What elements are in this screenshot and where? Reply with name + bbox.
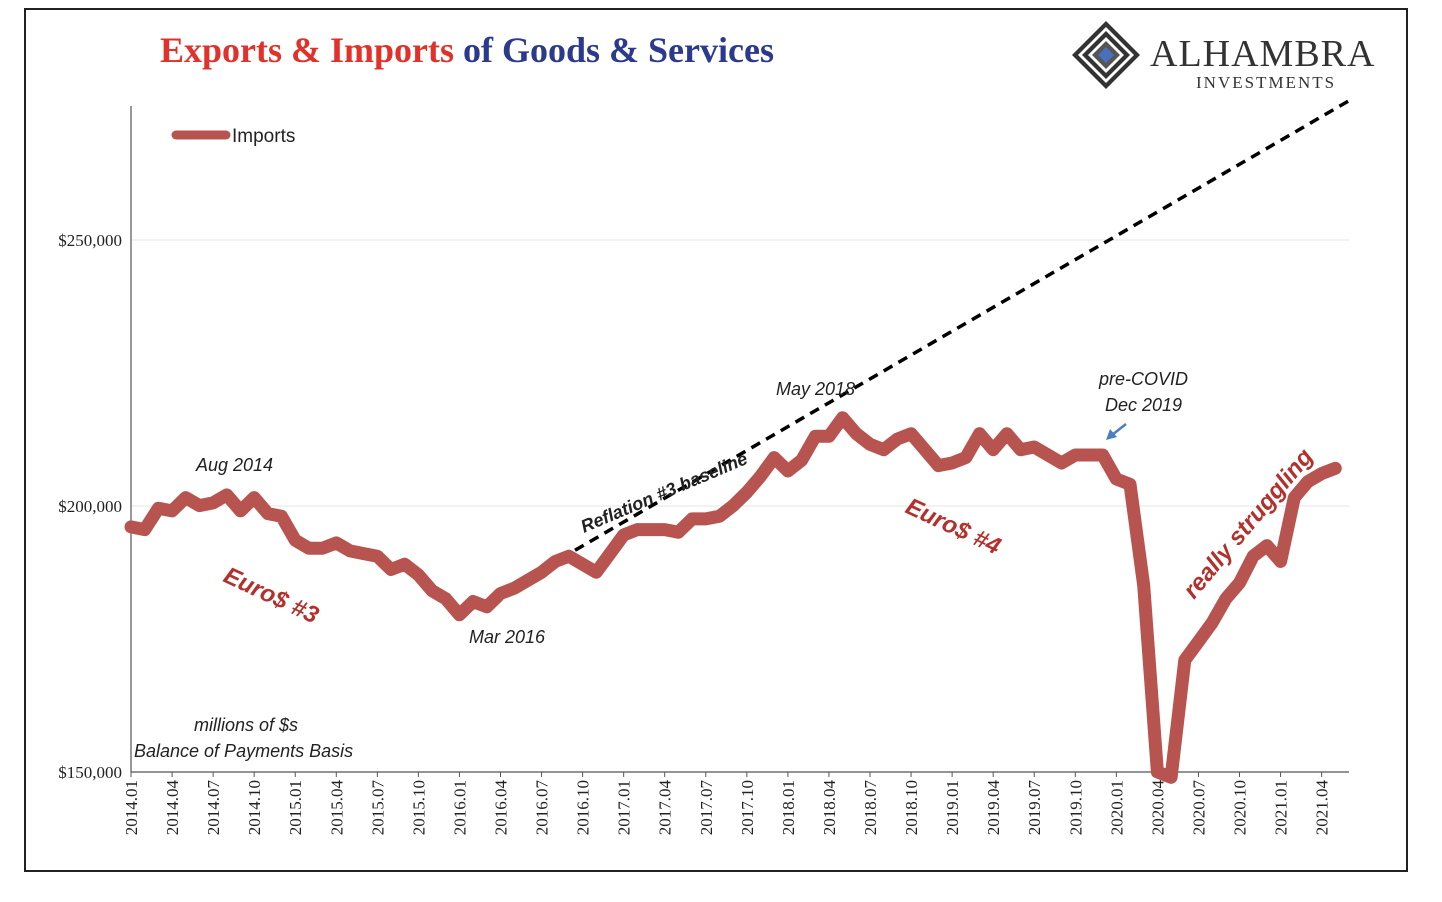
x-tick-label: 2017.10	[738, 780, 757, 835]
annotation-may-2018: May 2018	[776, 379, 855, 399]
annotation-pre-covid: pre-COVID	[1098, 369, 1188, 389]
x-tick-label: 2021.01	[1272, 780, 1291, 835]
y-tick-labels: $150,000 $200,000 $250,000	[58, 231, 122, 782]
x-tick-label: 2015.07	[368, 780, 387, 836]
x-tick-label: 2019.10	[1066, 780, 1085, 835]
reflation-baseline-line	[485, 99, 1350, 604]
annotation-basis: Balance of Payments Basis	[134, 741, 353, 761]
y-tick-label-200000: $200,000	[58, 497, 122, 516]
chart-title: Exports & Imports of Goods & Services	[160, 30, 774, 70]
annotation-mar-2016: Mar 2016	[469, 627, 546, 647]
x-tick-label: 2015.10	[409, 780, 428, 835]
x-tick-label: 2017.01	[615, 780, 634, 835]
annotation-units: millions of $s	[194, 715, 298, 735]
annotation-euro-3: Euro$ #3	[219, 562, 323, 630]
logo-main-text: ALHAMBRA	[1150, 33, 1375, 75]
x-tick-label: 2017.04	[656, 780, 675, 836]
logo-diamond-icon	[1072, 21, 1140, 89]
x-tick-label: 2015.01	[286, 780, 305, 835]
imports-chart: Exports & Imports of Goods & Services AL…	[58, 21, 1375, 835]
x-tick-label: 2016.01	[450, 780, 469, 835]
alhambra-logo: ALHAMBRA INVESTMENTS	[1072, 21, 1375, 92]
arrow-icon	[1106, 423, 1127, 440]
x-tick-label: 2018.01	[779, 780, 798, 835]
x-tick-label: 2016.07	[533, 780, 552, 836]
x-tick-label: 2014.07	[204, 780, 223, 836]
chart-frame: Exports & Imports of Goods & Services AL…	[24, 8, 1408, 872]
x-tick-label: 2016.04	[492, 780, 511, 836]
annotation-euro-4: Euro$ #4	[901, 493, 1004, 560]
x-tick-label: 2021.04	[1313, 780, 1332, 836]
title-part-goods-services: of Goods & Services	[454, 30, 774, 70]
x-tick-label: 2020.07	[1189, 780, 1208, 836]
logo-sub-text: INVESTMENTS	[1196, 73, 1336, 92]
y-tick-label-250000: $250,000	[58, 231, 122, 250]
x-tick-label: 2015.04	[327, 780, 346, 836]
x-tick-label: 2019.07	[1025, 780, 1044, 836]
legend: Imports	[171, 126, 295, 147]
annotation-aug-2014: Aug 2014	[195, 455, 273, 475]
title-part-exports-imports: Exports & Imports	[160, 30, 454, 70]
x-tick-label: 2019.01	[943, 780, 962, 835]
legend-label-imports: Imports	[232, 126, 295, 147]
x-tick-label: 2020.01	[1107, 780, 1126, 835]
x-tick-label: 2017.07	[697, 780, 716, 836]
x-tick-label: 2020.04	[1148, 780, 1167, 836]
x-tick-label: 2020.10	[1231, 780, 1250, 835]
x-tick-label: 2018.10	[902, 780, 921, 835]
plot-area: $150,000 $200,000 $250,000 2014.01 2014.0…	[58, 99, 1350, 835]
x-tick-label: 2014.01	[122, 780, 141, 835]
x-tick-label: 2018.04	[820, 780, 839, 836]
x-tick-label: 2016.10	[574, 780, 593, 835]
imports-data-points	[130, 417, 1336, 778]
x-tick-labels: 2014.01 2014.04 2014.07 2014.10 2015.01 2015.…	[122, 772, 1332, 835]
x-tick-label: 2019.04	[984, 780, 1003, 836]
x-tick-label: 2014.04	[163, 780, 182, 836]
x-tick-label: 2014.10	[245, 780, 264, 835]
annotation-dec-2019: Dec 2019	[1105, 395, 1182, 415]
x-tick-label: 2018.07	[861, 780, 880, 836]
y-tick-label-150000: $150,000	[58, 763, 122, 782]
